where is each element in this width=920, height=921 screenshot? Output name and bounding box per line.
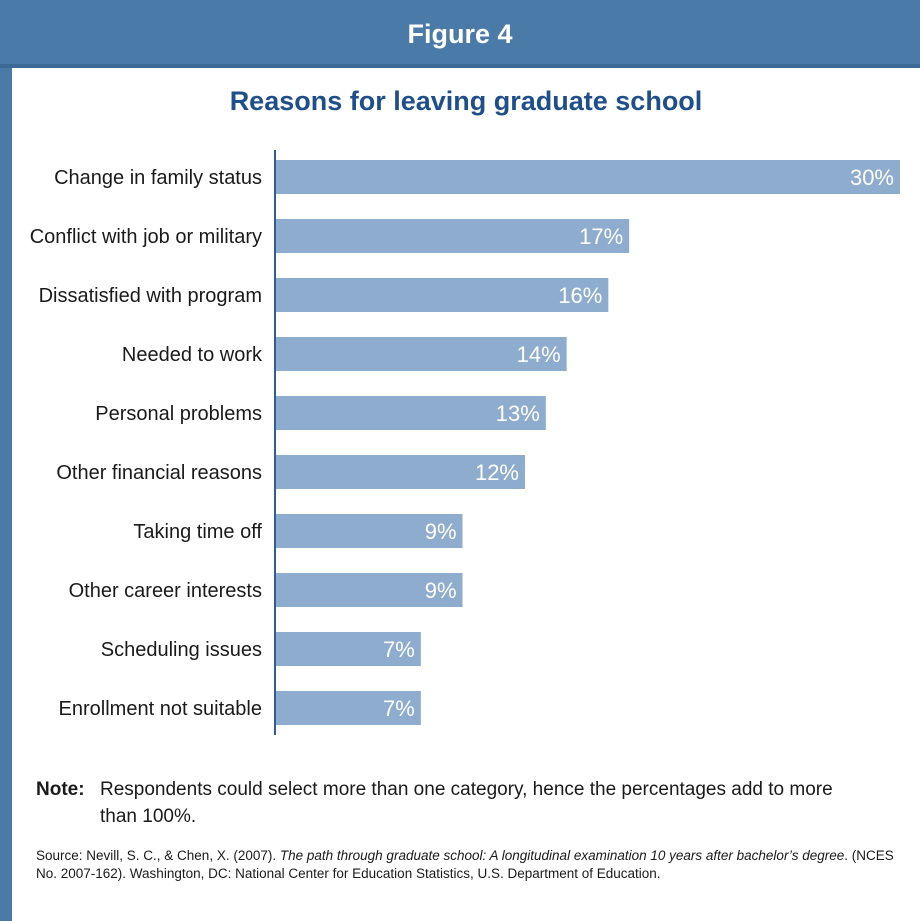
category-label-8: Other career interests xyxy=(69,580,262,602)
value-label-8: 9% xyxy=(425,578,457,603)
value-label-9: 7% xyxy=(383,637,415,662)
category-label-1: Change in family status xyxy=(54,167,262,189)
category-label-4: Needed to work xyxy=(122,344,263,366)
note: Note: Respondents could select more than… xyxy=(36,776,896,830)
value-label-3: 16% xyxy=(558,283,602,308)
figure-number: Figure 4 xyxy=(407,18,513,49)
bar-chart: Change in family status 30% Conflict with … xyxy=(30,150,900,735)
bar-2 xyxy=(275,219,630,253)
source-prefix: Source: Nevill, S. C., & Chen, X. (2007)… xyxy=(36,848,280,863)
category-label-3: Dissatisfied with program xyxy=(39,285,262,307)
category-label-10: Enrollment not suitable xyxy=(59,698,262,720)
category-label-2: Conflict with job or military xyxy=(30,226,262,248)
bar-7 xyxy=(275,514,463,548)
bar-9 xyxy=(275,632,421,666)
value-label-5: 13% xyxy=(496,401,540,426)
value-label-10: 7% xyxy=(383,696,415,721)
category-label-5: Personal problems xyxy=(95,403,262,425)
chart-title: Reasons for leaving graduate school xyxy=(229,86,703,116)
bar-4 xyxy=(275,337,567,371)
category-label-9: Scheduling issues xyxy=(101,639,262,661)
bar-6 xyxy=(275,455,525,489)
source-title: The path through graduate school: A long… xyxy=(279,848,845,863)
value-label-2: 17% xyxy=(579,224,623,249)
header-rule xyxy=(0,64,920,68)
note-text: Respondents could select more than one c… xyxy=(100,779,833,827)
category-label-7: Taking time off xyxy=(133,521,262,543)
source-citation: Source: Nevill, S. C., & Chen, X. (2007)… xyxy=(36,847,896,883)
bar-1 xyxy=(275,160,900,194)
category-label-6: Other financial reasons xyxy=(56,462,262,484)
bar-10 xyxy=(275,691,421,725)
bar-8 xyxy=(275,573,463,607)
value-label-4: 14% xyxy=(517,342,561,367)
bar-3 xyxy=(275,278,609,312)
bar-5 xyxy=(275,396,546,430)
value-label-1: 30% xyxy=(850,165,894,190)
value-label-6: 12% xyxy=(475,460,519,485)
value-label-7: 9% xyxy=(425,519,457,544)
source-suffix: . (NCES No. 2007-162). Washington, DC: N… xyxy=(36,848,894,881)
figure-header: Figure 4 xyxy=(0,0,920,68)
note-label: Note: xyxy=(36,779,85,800)
